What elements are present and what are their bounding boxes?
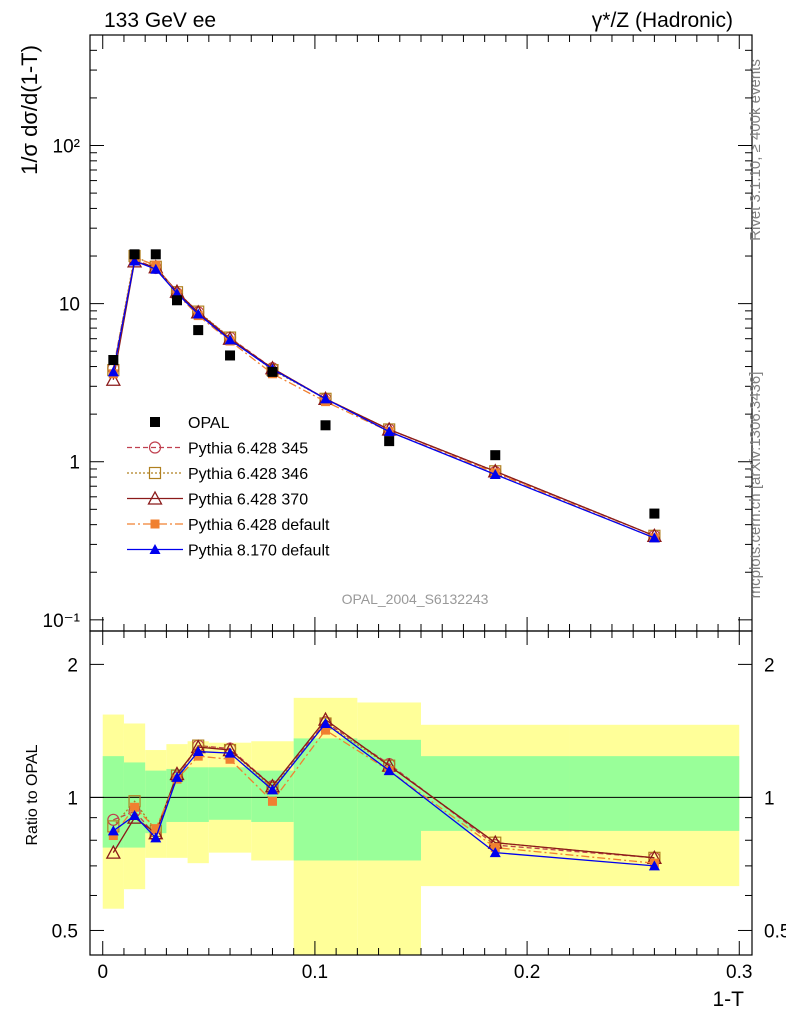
legend-marker-0 (150, 417, 160, 427)
ratio-ytick-label-right: 0.5 (764, 921, 786, 942)
ratio-marker-5-9 (489, 847, 501, 858)
watermark-label: OPAL_2004_S6132243 (342, 591, 489, 607)
green-band-10 (569, 756, 740, 831)
green-band-2 (145, 770, 167, 834)
main-plot-area (105, 249, 662, 543)
ratio-ytick-label-right: 1 (764, 788, 775, 809)
ratio-marker-5-4 (192, 746, 204, 757)
main-y-axis: 10⁻¹ 1 10 10² (43, 34, 752, 632)
ratio-marker-4-5 (225, 754, 235, 764)
ratio-marker-4-1 (130, 802, 140, 812)
green-band-3 (166, 768, 188, 822)
opal-point-6 (267, 366, 278, 377)
x-tick-label: 0 (97, 962, 108, 983)
green-band-5 (208, 767, 252, 820)
opal-point-7 (320, 420, 331, 431)
ratio-marker-4-6 (267, 796, 277, 806)
ratio-y-axis-label: Ratio to OPAL (24, 744, 41, 845)
opal-point-5 (225, 350, 236, 361)
main-marker-3-0 (105, 371, 121, 386)
ratio-marker-4-0 (108, 831, 118, 841)
main-ytick-label: 10⁻¹ (43, 611, 81, 632)
ratio-marker-5-5 (224, 747, 236, 758)
x-tick-label: 0.3 (726, 962, 752, 983)
green-band-7 (293, 738, 358, 861)
ratio-ytick-label-right: 2 (764, 655, 775, 676)
opal-point-9 (490, 450, 501, 461)
opal-point-3 (171, 295, 182, 306)
x-tick-label: 0.1 (302, 962, 328, 983)
opal-point-4 (193, 325, 204, 336)
ratio-ytick-label-left: 0.5 (52, 921, 78, 942)
legend-label-0: OPAL (188, 415, 230, 432)
main-marker-5-2 (150, 263, 162, 274)
main-marker-5-10 (648, 532, 660, 543)
legend-label-3: Pythia 6.428 370 (188, 492, 308, 509)
ratio-marker-5-8 (383, 765, 395, 776)
mcplots-label: mcplots.cern.ch [arXiv:1306.3436] (747, 372, 764, 599)
main-ytick-label: 10² (53, 137, 80, 158)
ratio-ytick-label-left: 1 (67, 788, 78, 809)
ratio-marker-4-2 (151, 824, 161, 834)
green-band-4 (187, 767, 209, 822)
main-panel: 10⁻¹ 1 10 10² 1/σ dσ/d(1-T) OPAL_2004_S6132… (17, 34, 753, 632)
opal-point-8 (384, 436, 395, 447)
legend-label-2: Pythia 6.428 346 (188, 466, 308, 483)
ratio-marker-5-6 (266, 784, 278, 795)
main-marker-5-5 (224, 334, 236, 345)
main-ytick-label: 10 (59, 295, 80, 316)
main-marker-5-4 (192, 308, 204, 319)
legend-label-4: Pythia 6.428 default (188, 517, 330, 534)
ratio-ytick-label-left: 2 (67, 655, 78, 676)
legend-marker-3 (147, 490, 163, 505)
opal-point-0 (108, 354, 119, 365)
x-axis-label: 1-T (713, 988, 745, 1011)
legend-marker-4 (150, 519, 160, 529)
x-tick-label: 0.2 (514, 962, 540, 983)
legend-label-1: Pythia 6.428 345 (188, 441, 308, 458)
opal-point-10 (649, 508, 660, 519)
header-left-label: 133 GeV ee (104, 9, 216, 32)
rivet-label: Rivet 3.1.10, ≥ 400k events (747, 59, 764, 241)
header-right-label: γ*/Z (Hadronic) (592, 9, 733, 32)
main-marker-5-0 (107, 366, 119, 377)
ratio-marker-5-1 (129, 810, 141, 821)
green-band-9 (421, 756, 570, 831)
main-ytick-label: 1 (69, 453, 80, 474)
green-band-6 (251, 770, 294, 822)
ratio-marker-5-3 (171, 771, 183, 782)
ratio-y-axis: 0.5 0.5 1 1 2 2 (52, 655, 786, 942)
ratio-panel: 0.5 0.5 1 1 2 2 0 0.1 0.2 0.3 Ratio to OPAL 1-T (24, 630, 786, 1011)
ratio-marker-3-0 (105, 844, 121, 859)
main-marker-5-9 (489, 469, 501, 480)
opal-point-2 (150, 249, 161, 260)
legend: OPAL Pythia 6.428 345 Pythia 6.428 346 Pyth… (127, 415, 330, 560)
legend-marker-1 (148, 441, 162, 454)
ratio-marker-5-7 (320, 717, 332, 728)
ratio-x-axis: 0 0.1 0.2 0.3 (97, 631, 752, 983)
legend-marker-2 (148, 466, 162, 480)
main-marker-5-1 (129, 255, 141, 266)
legend-marker-5 (149, 544, 161, 554)
ratio-marker-5-0 (107, 825, 119, 836)
ratio-marker-5-2 (150, 832, 162, 843)
main-marker-5-8 (383, 426, 395, 437)
ratio-marker-4-4 (193, 751, 203, 761)
ratio-marker-5-10 (648, 860, 660, 871)
main-marker-5-7 (320, 393, 332, 404)
ratio-plot-area (90, 697, 752, 955)
opal-point-1 (129, 249, 140, 260)
main-y-axis-label: 1/σ dσ/d(1-T) (17, 45, 42, 175)
ratio-marker-4-7 (321, 725, 331, 735)
legend-label-5: Pythia 8.170 default (188, 543, 330, 560)
